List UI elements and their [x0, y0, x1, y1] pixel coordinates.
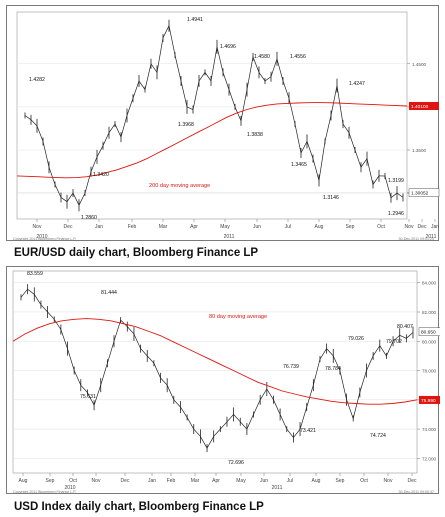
price-annotation: 1.3968 [178, 122, 194, 128]
eurusd-chart-panel: 1.45001.40001.35001.30001.30048NovDecJan… [6, 5, 440, 241]
price-annotation: 1.3838 [247, 132, 263, 138]
price-annotation: 1.4556 [290, 54, 306, 60]
price-annotation: 1.2946 [388, 211, 404, 217]
x-tick-label: Feb [128, 224, 137, 230]
last-value-tag [418, 327, 440, 336]
x-tick-label: Apr [190, 224, 198, 230]
x-tick-label: Jul [287, 478, 293, 484]
price-annotation: 80.407 [397, 324, 413, 330]
x-tick-label: Nov [33, 224, 42, 230]
price-annotation: 1.3199 [388, 178, 404, 184]
last-value-tag [408, 188, 440, 197]
x-tick-label: Dec [64, 224, 73, 230]
price-line [24, 24, 404, 206]
x-tick-label: Jan [148, 478, 156, 484]
x-tick-label: Feb [167, 478, 176, 484]
plot-area [12, 270, 418, 474]
year-label: 2011 [426, 234, 437, 240]
x-tick-label: Oct [360, 478, 368, 484]
x-tick-label: Nov [92, 478, 101, 484]
x-tick-label: Jun [253, 224, 261, 230]
price-annotation: 79.026 [348, 336, 364, 342]
y-tick-label: 72.000 [422, 456, 436, 461]
timestamp-footer: 30-Dec-2011 09:01:24 [399, 237, 435, 241]
price-annotation: 1.3465 [291, 162, 307, 168]
moving-average-label: 200 day moving average [149, 183, 210, 189]
moving-average-line [16, 102, 408, 179]
x-tick-label: Aug [312, 478, 321, 484]
x-tick-label: May [236, 478, 246, 484]
price-annotation: 74.724 [370, 433, 386, 439]
price-annotation: 79.702 [386, 339, 402, 345]
y-tick-label: 74.000 [422, 427, 436, 432]
usd-index-chart: 84.00082.00080.00078.00076.00074.00072.0… [12, 270, 440, 494]
last-value-tag [419, 395, 440, 404]
y-tick-label: 84.000 [422, 281, 436, 286]
price-annotation: 76.739 [283, 364, 299, 370]
x-tick-label: Apr [212, 478, 220, 484]
last-value-label: 1.30052 [411, 191, 429, 197]
usd-index-chart-panel: 84.00082.00080.00078.00076.00074.00072.0… [6, 266, 440, 494]
moving-average-line [12, 318, 418, 405]
x-tick-label: Sep [346, 224, 355, 230]
copyright-footer: Copyright 2011 Bloomberg Finance L.P. [13, 490, 76, 494]
x-tick-label: Jan [95, 224, 103, 230]
price-annotation: 1.2860 [81, 215, 97, 221]
moving-average-label: 80 day moving average [209, 314, 267, 320]
y-tick-label: 78.000 [422, 369, 436, 374]
price-annotation: 75.631 [80, 394, 96, 400]
x-tick-label: Oct [377, 224, 385, 230]
y-tick-label: 1.4500 [412, 62, 426, 67]
year-label: 2010 [36, 234, 47, 240]
x-tick-label: Jul [285, 224, 291, 230]
last-value-label: 80.650 [421, 330, 436, 336]
timestamp-footer: 30-Dec-2011 09:00:37 [399, 490, 435, 494]
plot-area [16, 11, 408, 220]
y-tick-label: 80.000 [422, 339, 436, 344]
x-tick-label: Dec [408, 478, 417, 484]
year-label: 2011 [272, 485, 283, 491]
x-tick-label: Mar [191, 478, 200, 484]
x-tick-label: Nov [405, 224, 414, 230]
x-tick-label: Oct [69, 478, 77, 484]
x-tick-label: Aug [315, 224, 324, 230]
x-tick-label: Dec [121, 478, 130, 484]
x-tick-label: Jan [431, 224, 439, 230]
x-tick-label: Sep [336, 478, 345, 484]
year-label: 2010 [64, 485, 75, 491]
x-tick-label: Sep [46, 478, 55, 484]
price-annotation: 1.4941 [187, 17, 203, 23]
x-tick-label: Dec [418, 224, 427, 230]
x-tick-label: Aug [19, 478, 28, 484]
usd-index-caption: USD Index daily chart, Bloomberg Finance… [14, 501, 264, 513]
price-annotation: 1.4282 [29, 77, 45, 83]
price-annotation: 1.4696 [220, 44, 236, 50]
x-tick-label: Jun [260, 478, 268, 484]
price-annotation: 73.421 [300, 428, 316, 434]
eurusd-chart: 1.45001.40001.35001.30001.30048NovDecJan… [13, 11, 440, 241]
price-annotation: 1.4247 [349, 81, 365, 87]
x-tick-label: May [220, 224, 230, 230]
price-annotation: 81.444 [101, 290, 117, 296]
x-tick-label: Mar [159, 224, 168, 230]
y-tick-label: 82.000 [422, 310, 436, 315]
copyright-footer: Copyright 2011 Bloomberg Finance L.P. [13, 237, 76, 241]
price-annotation: 72.696 [228, 460, 244, 466]
price-annotation: 78.784 [325, 366, 341, 372]
y-tick-label: 1.3500 [412, 148, 426, 153]
last-value-label: 75.990 [421, 398, 436, 404]
x-tick-label: Nov [384, 478, 393, 484]
price-annotation: 1.3146 [323, 195, 339, 201]
price-annotation: 83.559 [27, 271, 43, 277]
last-value-tag [409, 102, 439, 111]
eurusd-caption: EUR/USD daily chart, Bloomberg Finance L… [14, 247, 259, 259]
price-annotation: 1.4580 [254, 54, 270, 60]
last-value-label: 1.40100 [411, 104, 429, 110]
year-label: 2011 [224, 234, 235, 240]
price-annotation: 1.3420 [93, 172, 109, 178]
